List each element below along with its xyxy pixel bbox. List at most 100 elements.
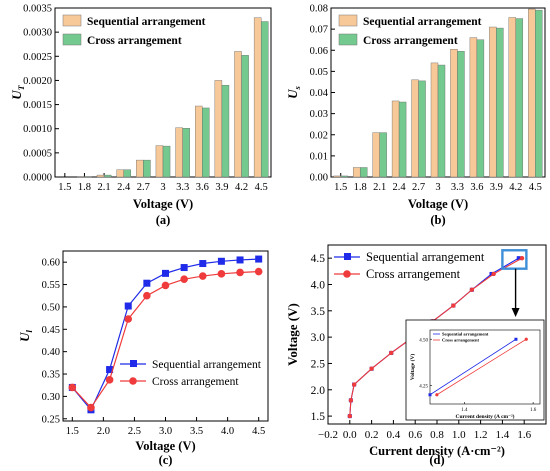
x-tick-label: 4.5 <box>252 426 265 437</box>
y-axis-label: Voltage (V) <box>285 303 300 366</box>
point-cross <box>519 255 525 261</box>
bar-sequential <box>96 174 105 178</box>
x-tick-label: 1.4 <box>496 429 510 441</box>
legend-cross-swatch <box>338 33 358 46</box>
y-tick-label: 0.0035 <box>23 4 52 15</box>
point-sequential <box>255 255 263 263</box>
point-sequential <box>199 260 207 268</box>
legend-sequential-swatch <box>62 14 82 27</box>
bar-cross <box>103 174 112 178</box>
y-tick-label: 0.25 <box>42 414 60 425</box>
bar-cross <box>359 167 368 178</box>
y-axis-label-sub: s <box>292 85 302 90</box>
x-tick-label: 4.5 <box>529 182 542 193</box>
y-tick-label: 0.0030 <box>23 28 52 39</box>
inset-legend-sequential-label: Sequential arrangement <box>442 332 489 337</box>
x-tick-label: 1.8 <box>354 182 367 193</box>
point-cross <box>389 350 394 356</box>
x-tick-label: 2.1 <box>98 182 111 193</box>
inset-y-tick-label: 4.50 <box>419 338 428 343</box>
inset-line-cross <box>436 338 527 396</box>
x-axis-label: Voltage (V) <box>408 197 468 211</box>
y-tick-label: 0.05 <box>310 67 328 78</box>
x-axis-label: Voltage (V) <box>133 197 193 211</box>
bar-sequential <box>411 79 419 178</box>
legend-cross-marker <box>129 377 137 385</box>
y-tick-label: 0.07 <box>310 25 328 36</box>
x-tick-label: 2.1 <box>373 182 386 193</box>
y-axis-label-main: U <box>17 332 32 342</box>
bar-cross <box>241 55 249 178</box>
bar-cross <box>496 27 504 178</box>
y-tick-label: 0.0025 <box>23 52 52 63</box>
bar-cross <box>535 9 543 178</box>
x-tick-label: 1.5 <box>58 182 71 193</box>
point-cross <box>351 382 357 387</box>
point-sequential <box>217 257 225 265</box>
bar-sequential <box>195 105 203 178</box>
y-axis-label: Ul <box>17 329 34 341</box>
point-sequential <box>516 256 521 261</box>
legend: Sequential arrangement Cross arrangement <box>338 14 482 47</box>
y-tick-label: 0.0005 <box>23 148 52 159</box>
point-cross <box>469 287 475 292</box>
point-cross <box>217 270 226 278</box>
x-tick-label: 4.2 <box>235 182 248 193</box>
bar-cross <box>260 21 269 178</box>
point-cross <box>143 291 151 300</box>
y-tick-label: 0.30 <box>42 392 60 403</box>
panel-label: (d) <box>429 453 444 467</box>
bar-sequential <box>333 175 341 178</box>
bar-sequential <box>450 48 458 178</box>
legend-cross-label: Cross arrangement <box>87 35 182 47</box>
legend: Sequential arrangement Cross arrangement <box>120 359 262 388</box>
legend: Sequential arrangement Cross arrangement <box>62 14 206 47</box>
bar-sequential <box>214 80 223 178</box>
y-tick-label: 0.02 <box>310 130 328 141</box>
point-cross <box>124 315 133 323</box>
x-tick-label: 3.6 <box>470 182 483 193</box>
bar-cross <box>398 101 407 178</box>
inset-y-tick-label: 4.25 <box>419 385 428 390</box>
point-cross <box>68 383 77 392</box>
inset-x-tick-label: 1.4 <box>461 408 468 413</box>
legend-sequential-marker <box>344 253 351 260</box>
y-axis-label-main: U <box>9 90 24 100</box>
point-cross <box>198 272 207 280</box>
x-tick-label: 1.8 <box>78 182 91 193</box>
x-tick-label: 2.7 <box>412 182 425 193</box>
bar-cross <box>379 132 387 178</box>
inset-point-sequential <box>514 337 518 341</box>
x-tick-label: −0.2 <box>318 429 338 441</box>
y-tick-label: 3.0 <box>311 332 326 344</box>
y-axis-label-sub: l <box>24 329 34 332</box>
point-cross <box>491 271 496 277</box>
panel-label: (c) <box>159 453 173 467</box>
y-tick-label: 0.0020 <box>23 76 52 87</box>
zoom-region-box <box>501 249 528 270</box>
y-tick-label: 0.0000 <box>23 173 52 184</box>
point-cross <box>87 403 95 412</box>
point-cross <box>369 366 374 371</box>
x-tick-label: 3 <box>160 182 165 193</box>
bar-cross <box>340 175 348 178</box>
legend-sequential-label: Sequential arrangement <box>87 16 206 28</box>
legend-sequential-label: Sequential arrangement <box>152 359 262 371</box>
x-tick-label: 0.6 <box>408 429 422 441</box>
bar-cross <box>457 51 465 178</box>
bar-sequential <box>253 17 262 178</box>
panel-a-bar-chart: 0.0000 0.0005 0.0010 0.0015 0.0020 0.0025 0.00… <box>9 4 272 227</box>
bar-sequential <box>469 37 478 178</box>
point-sequential <box>236 256 244 264</box>
bar-cross <box>437 64 446 178</box>
bar-cross <box>418 80 426 178</box>
x-axis-label: Voltage (V) <box>135 439 195 453</box>
bar-sequential <box>352 167 361 178</box>
inset-point-sequential <box>428 393 432 397</box>
legend-cross-label: Cross arrangement <box>366 267 461 281</box>
point-cross <box>180 275 188 283</box>
point-sequential <box>124 302 132 310</box>
y-tick-label: 4.0 <box>311 279 326 291</box>
inset-plot: 1.4 1.6 4.25 4.50 Current density (A cm⁻²) Vo… <box>405 319 545 421</box>
x-tick-label: 4.0 <box>221 426 234 437</box>
